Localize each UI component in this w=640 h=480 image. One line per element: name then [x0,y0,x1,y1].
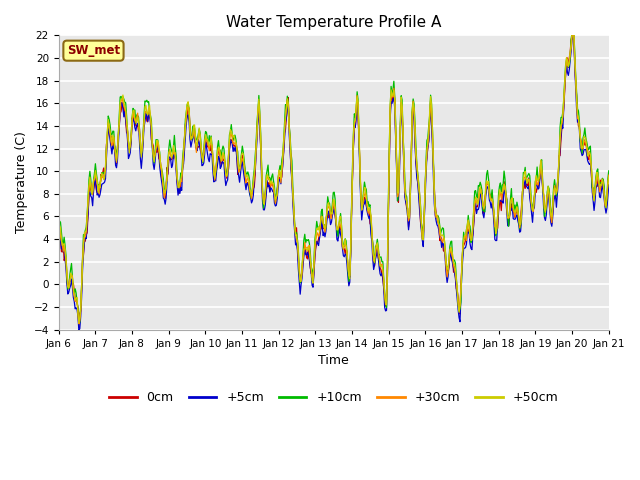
+5cm [380,286,388,291]
X-axis label: Time: Time [318,354,349,367]
+30cm [605,172,612,178]
+50cm [197,143,205,148]
+30cm [75,321,83,326]
+30cm [153,142,161,147]
+10cm [153,137,161,143]
+50cm [153,137,161,143]
0cm [423,155,431,161]
+5cm [75,327,83,333]
0cm [305,245,312,251]
+30cm [197,149,205,155]
+30cm [55,230,63,236]
+5cm [569,33,577,39]
+10cm [55,218,63,224]
0cm [605,182,612,188]
Title: Water Temperature Profile A: Water Temperature Profile A [226,15,442,30]
+10cm [423,138,431,144]
+30cm [305,243,312,249]
+50cm [423,148,431,154]
Line: +5cm: +5cm [59,36,609,330]
Line: 0cm: 0cm [59,35,609,327]
+10cm [605,168,612,174]
+5cm [470,217,477,223]
+10cm [197,140,205,146]
0cm [470,221,477,227]
0cm [197,147,205,153]
Y-axis label: Temperature (C): Temperature (C) [15,132,28,233]
0cm [153,149,161,155]
+50cm [305,243,312,249]
Line: +30cm: +30cm [59,32,609,324]
Text: SW_met: SW_met [67,44,120,57]
+30cm [470,216,477,221]
Line: +50cm: +50cm [59,32,609,323]
+10cm [380,276,388,282]
+10cm [76,320,84,325]
+5cm [305,252,312,258]
0cm [55,238,63,243]
+30cm [423,148,431,154]
+50cm [75,320,83,326]
+10cm [470,208,477,214]
+30cm [569,29,577,35]
+50cm [55,229,63,235]
+5cm [605,182,612,188]
+10cm [305,237,312,242]
+10cm [568,29,576,35]
+5cm [197,150,205,156]
Legend: 0cm, +5cm, +10cm, +30cm, +50cm: 0cm, +5cm, +10cm, +30cm, +50cm [104,386,563,409]
+50cm [470,204,477,210]
0cm [380,286,388,291]
+50cm [605,174,612,180]
Line: +10cm: +10cm [59,32,609,323]
+5cm [55,232,63,238]
0cm [569,32,577,37]
+5cm [153,146,161,152]
+5cm [423,153,431,159]
+30cm [380,277,388,283]
0cm [75,324,83,330]
+50cm [380,276,388,282]
+50cm [569,29,577,35]
